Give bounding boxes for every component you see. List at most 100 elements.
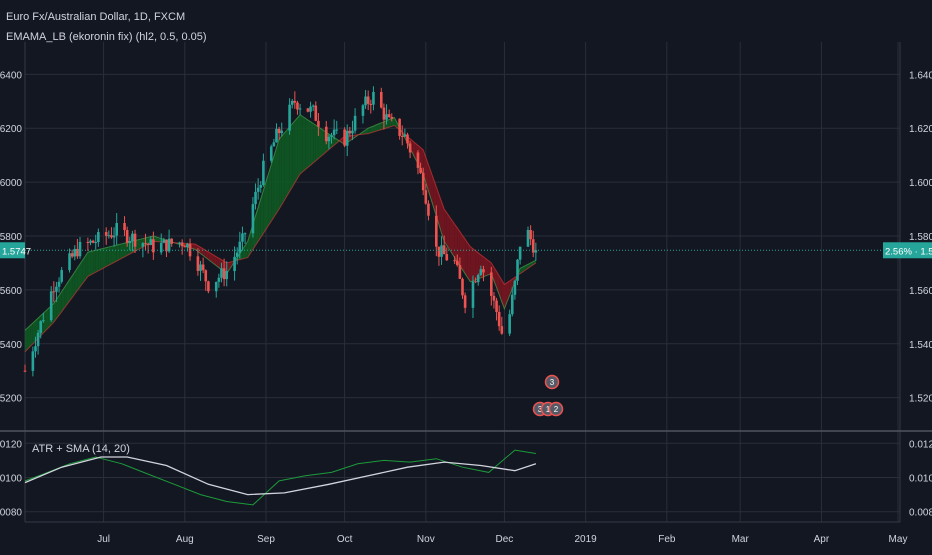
cloud-segment-bear: [436, 186, 439, 225]
y-tick-label-right: 1.6200: [909, 124, 932, 135]
cloud-segment-bear: [428, 164, 432, 200]
cloud-segment-bear: [465, 239, 468, 278]
candle-body: [123, 223, 126, 231]
price-tag-left: [0, 242, 25, 259]
candle-body: [500, 326, 504, 334]
candle-body: [94, 242, 98, 244]
cloud-segment-bull: [56, 295, 60, 319]
x-tick-label: May: [889, 534, 908, 545]
cloud-segment-bull: [383, 120, 387, 129]
candle-body: [406, 134, 409, 144]
candle-body: [306, 108, 310, 112]
cloud-segment-bull: [80, 260, 83, 287]
cloud-segment-bull: [114, 245, 117, 263]
candle-body: [495, 300, 498, 313]
cloud-segment-bear: [457, 227, 460, 266]
cloud-segment-bull: [289, 123, 293, 192]
candle-body: [110, 235, 113, 238]
ema-slow-line: [24, 124, 537, 353]
cloud-segment-bull: [66, 279, 70, 305]
candle-body: [476, 274, 480, 283]
candle-body: [272, 142, 276, 147]
cloud-segment-bear: [229, 261, 232, 270]
cloud-segment-bear: [449, 216, 453, 254]
atr-line: [24, 449, 536, 506]
cloud-segment-bull: [315, 125, 319, 161]
cloud-segment-bull: [137, 239, 141, 250]
cloud-segment-bear: [433, 179, 437, 217]
candle-body: [159, 242, 163, 253]
candle-body: [387, 114, 391, 117]
cloud-segment-bull: [25, 327, 28, 352]
cloud-segment-bear: [488, 260, 492, 275]
cloud-segment-bull: [362, 130, 366, 135]
cloud-segment-bull: [95, 249, 99, 273]
y-tick-label-left: 1.5600: [0, 286, 22, 297]
candle-body: [516, 259, 519, 281]
candle-body: [107, 235, 111, 237]
candle-body: [34, 346, 37, 352]
candle-body: [57, 281, 61, 287]
candle-body: [167, 238, 171, 252]
candle-body: [170, 238, 174, 244]
event-marker[interactable]: [548, 401, 564, 417]
candle-body: [141, 243, 145, 247]
atr-indicator-label: ATR + SMA (14, 20): [32, 443, 130, 455]
candle-body: [31, 351, 35, 371]
cloud-segment-bull: [263, 181, 267, 234]
candle-body: [314, 105, 318, 121]
x-tick-label: Aug: [176, 534, 194, 545]
cloud-segment-bull: [260, 190, 264, 238]
cloud-segment-bull: [155, 236, 159, 242]
y-tick-label-right: 1.5600: [909, 286, 932, 297]
price-tag-right-text: 2.56% · 1.5747: [885, 246, 932, 257]
event-marker[interactable]: [544, 374, 560, 390]
candle-body: [86, 242, 90, 244]
x-tick-label: Sep: [257, 534, 275, 545]
cloud-segment-bull: [297, 114, 301, 179]
candle-body: [400, 135, 404, 137]
cloud-segment-bull: [90, 250, 94, 276]
x-tick-label: Mar: [732, 534, 750, 545]
candle-body: [403, 134, 407, 137]
cloud-segment-bear: [420, 147, 424, 175]
cloud-segment-bear: [462, 235, 466, 274]
cloud-segment-bull: [239, 249, 243, 260]
atr-y-tick-label-left: 0.0080: [0, 508, 22, 519]
candle-body: [146, 244, 150, 246]
cloud-segment-bull: [331, 135, 335, 148]
cloud-segment-bull: [370, 126, 374, 133]
candle-body: [144, 243, 147, 245]
candle-body: [73, 248, 77, 257]
y-tick-label-left: 1.6200: [0, 124, 22, 135]
candle-body: [529, 229, 532, 240]
candle-body: [398, 118, 401, 136]
ema-cloud: [25, 114, 536, 352]
atr-y-tick-label-left: 0.0100: [0, 474, 22, 485]
cloud-segment-bull: [27, 325, 31, 350]
candle-body: [510, 294, 514, 315]
candle-body: [369, 103, 373, 105]
cloud-segment-bull: [286, 126, 290, 196]
candle-body: [235, 252, 239, 257]
cloud-segment-bear: [501, 280, 505, 309]
cloud-segment-bull: [376, 123, 379, 132]
candle-body: [497, 312, 501, 327]
cloud-segment-bull: [245, 241, 248, 259]
cloud-segment-bull: [247, 232, 251, 258]
candle-body: [461, 278, 464, 296]
y-tick-label-right: 1.5800: [909, 232, 932, 243]
candle-body: [152, 239, 155, 253]
candle-body: [361, 105, 365, 116]
candle-body: [262, 160, 265, 185]
cloud-segment-bull: [281, 132, 285, 205]
candle-body: [199, 264, 202, 271]
candle-body: [220, 268, 223, 278]
cloud-segment-bear: [493, 267, 497, 288]
candle-body: [207, 281, 210, 292]
event-markers[interactable]: 33 1 2: [532, 374, 564, 417]
candle-body: [290, 100, 294, 105]
candle-body: [241, 233, 244, 242]
candle-body: [366, 96, 370, 104]
